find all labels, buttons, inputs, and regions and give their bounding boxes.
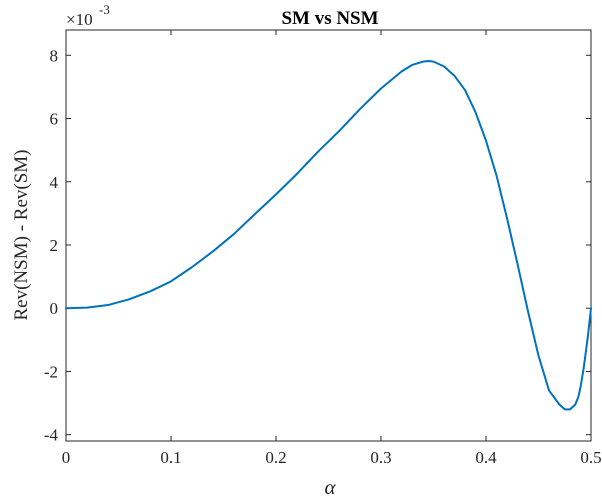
x-axis-label: α — [324, 475, 336, 496]
y-tick-label: 4 — [50, 173, 59, 192]
y-tick-label: 0 — [50, 299, 59, 318]
x-tick-label: 0.1 — [160, 448, 181, 467]
y-tick-label: -2 — [44, 362, 58, 381]
x-tick-label: 0.2 — [265, 448, 286, 467]
x-tick-label: 0.4 — [475, 448, 497, 467]
plot-area-frame — [65, 29, 592, 442]
y-tick-label: 8 — [50, 46, 59, 65]
y-tick-label: 2 — [50, 236, 59, 255]
y-exponent-base: ×10 — [66, 10, 93, 29]
y-tick-label: -4 — [44, 426, 59, 445]
y-exponent-power: -3 — [99, 2, 110, 17]
y-exponent-label: ×10 -3 — [66, 2, 110, 29]
x-tick-label: 0 — [62, 448, 71, 467]
chart-title: SM vs NSM — [281, 8, 378, 29]
x-tick-label: 0.3 — [370, 448, 391, 467]
series-line — [65, 59, 592, 411]
y-axis-label: Rev(NSM) - Rev(SM) — [11, 150, 32, 321]
y-tick-label: 6 — [50, 110, 59, 129]
x-tick-label: 0.5 — [580, 448, 601, 467]
